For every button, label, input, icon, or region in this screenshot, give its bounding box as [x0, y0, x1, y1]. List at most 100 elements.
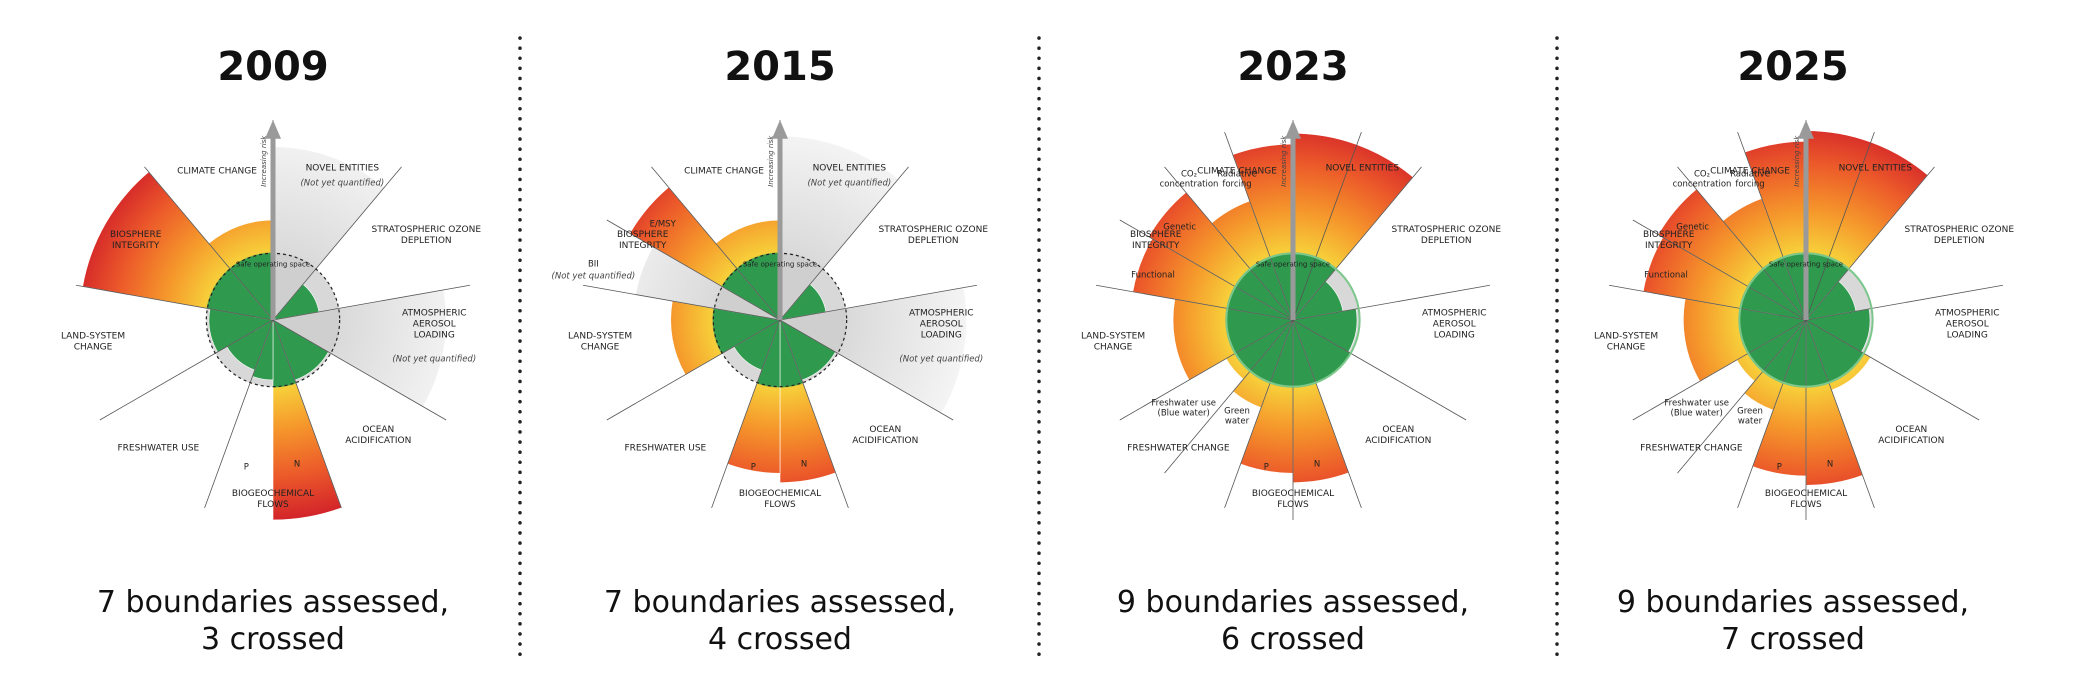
label-line: (Not yet quantified) — [300, 178, 384, 188]
sector-line — [1805, 319, 1980, 421]
boundary-label: ATMOSPHERIC AEROSOL LOADING — [1935, 309, 2000, 341]
label-line: Safe operating space — [1256, 261, 1330, 269]
boundary-label: LAND-SYSTEM CHANGE — [1081, 331, 1145, 352]
label-line: P — [751, 462, 756, 472]
sector-line — [144, 166, 274, 321]
boundary-wedge — [272, 289, 447, 408]
sector-line — [779, 284, 977, 321]
label-line: P — [1264, 462, 1269, 472]
increasing-risk: Increasing risk — [767, 135, 775, 187]
label-line: AEROSOL — [413, 320, 456, 330]
boundary-label: (Not yet quantified) — [300, 178, 384, 188]
panel-caption: 7 crossed — [1721, 622, 1865, 657]
boundary-label: BIOSPHERE INTEGRITY — [110, 230, 162, 251]
sector-line — [779, 319, 849, 509]
label-line: BIOSPHERE — [110, 230, 162, 240]
label-line: BIOGEOCHEMICAL — [739, 489, 821, 499]
label-line: LOADING — [1947, 331, 1988, 341]
label-line: CLIMATE CHANGE — [177, 166, 257, 176]
boundary-label: ATMOSPHERIC AEROSOL LOADING — [1422, 309, 1487, 341]
boundary-label: N — [1314, 460, 1320, 470]
label-line: ATMOSPHERIC — [1935, 309, 2000, 319]
sector-line — [1737, 131, 1807, 321]
sector-line — [1224, 131, 1294, 321]
label-line: STRATOSPHERIC OZONE — [372, 225, 482, 235]
sector-line — [1096, 284, 1294, 321]
sector-line — [779, 166, 909, 321]
label-line: STRATOSPHERIC OZONE — [1905, 225, 2015, 235]
risk-arrow-head — [1798, 120, 1814, 139]
boundary-label: P — [244, 462, 249, 472]
boundary-label: P — [1777, 462, 1782, 472]
label-line: OCEAN — [869, 425, 901, 435]
label-line: STRATOSPHERIC OZONE — [1392, 225, 1502, 235]
panel-caption: 7 boundaries assessed, — [604, 585, 956, 620]
sector-line — [1119, 219, 1294, 321]
boundary-label: LAND-SYSTEM CHANGE — [1594, 331, 1658, 352]
boundary-label: Radiative forcing — [1217, 169, 1257, 189]
boundary-label: Functional — [1644, 270, 1688, 280]
panel-year: 2025 — [1737, 44, 1848, 90]
label-line: BIOSPHERE — [1130, 230, 1182, 240]
label-line: P — [244, 462, 249, 472]
boundary-label: OCEAN ACIDIFICATION — [852, 425, 918, 446]
sector-line — [99, 319, 274, 421]
label-line: OCEAN — [1895, 425, 1927, 435]
boundary-label: Safe operating space — [1256, 261, 1330, 269]
panel-year: 2009 — [217, 44, 328, 90]
boundary-label: CO₂ concentration — [1160, 169, 1219, 189]
boundary-label: NOVEL ENTITIES — [1839, 164, 1913, 174]
sector-line — [272, 319, 447, 421]
boundary-label: CLIMATE CHANGE — [684, 166, 764, 176]
panel-caption: 7 boundaries assessed, — [97, 585, 449, 620]
label-line: CLIMATE CHANGE — [1710, 166, 1790, 176]
boundary-label: NOVEL ENTITIES — [306, 164, 380, 174]
sector-line — [1119, 319, 1294, 421]
boundary-label: N — [1827, 460, 1833, 470]
boundary-label: N — [294, 460, 300, 470]
boundary-label: Safe operating space — [236, 261, 310, 269]
boundary-label: STRATOSPHERIC OZONE DEPLETION — [1392, 225, 1502, 246]
boundary-label: P — [1264, 462, 1269, 472]
boundary-label: Radiative forcing — [1730, 169, 1770, 189]
sector-line — [1609, 284, 1807, 321]
label-line: Safe operating space — [236, 261, 310, 269]
label-line: water — [1738, 417, 1763, 427]
label-line: NOVEL ENTITIES — [306, 164, 380, 174]
risk-arrow-head — [1285, 120, 1301, 139]
label-line: P — [1777, 462, 1782, 472]
boundary-wedge — [1683, 298, 1807, 382]
boundary-label: CO₂ concentration — [1673, 169, 1732, 189]
label-line: ACIDIFICATION — [1878, 436, 1944, 446]
boundary-label: Genetic — [1676, 222, 1709, 232]
label-line: (Not yet quantified) — [392, 354, 476, 364]
boundary-label: BIOSPHERE INTEGRITY — [1643, 230, 1695, 251]
sector-line — [1292, 131, 1362, 321]
label-line: (Not yet quantified) — [899, 354, 983, 364]
label-line: ACIDIFICATION — [852, 436, 918, 446]
boundary-label: ATMOSPHERIC AEROSOL LOADING — [402, 309, 467, 341]
panel-caption: 6 crossed — [1221, 622, 1365, 657]
sector-line — [1805, 319, 1875, 509]
label-line: CHANGE — [1607, 342, 1646, 352]
boundary-label: CLIMATE CHANGE — [1710, 166, 1790, 176]
label-line: N — [1827, 460, 1833, 470]
label-line: FRESHWATER USE — [624, 444, 706, 454]
label-line: INTEGRITY — [1132, 241, 1180, 251]
sector-line — [779, 319, 954, 421]
sector-line — [583, 284, 781, 321]
boundary-label: BIOGEOCHEMICAL FLOWS — [232, 489, 314, 510]
label-line: N — [1314, 460, 1320, 470]
increasing-risk: Increasing risk — [1793, 135, 1801, 187]
sector-line — [272, 319, 342, 509]
label-line: DEPLETION — [1934, 236, 1985, 246]
label-line: Functional — [1644, 270, 1688, 280]
label-line: ACIDIFICATION — [345, 436, 411, 446]
boundary-label: BIOSPHERE INTEGRITY — [617, 230, 669, 251]
label-line: FLOWS — [1277, 500, 1309, 510]
label-line: (Blue water) — [1671, 409, 1723, 419]
boundary-label: LAND-SYSTEM CHANGE — [61, 331, 125, 352]
label-line: CHANGE — [581, 342, 620, 352]
boundary-label: STRATOSPHERIC OZONE DEPLETION — [1905, 225, 2015, 246]
